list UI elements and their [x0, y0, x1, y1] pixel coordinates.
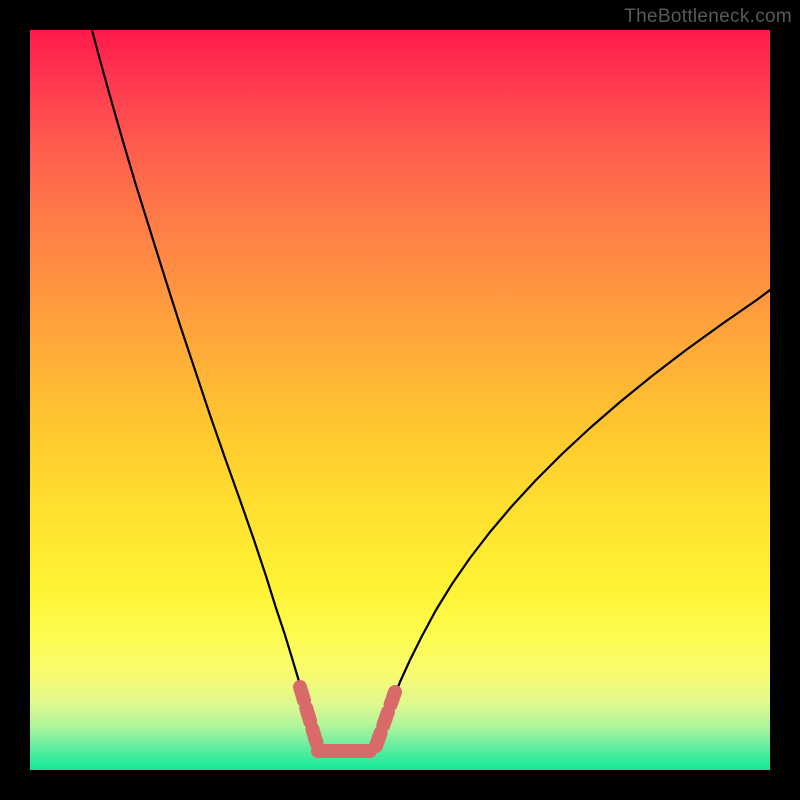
watermark-label: TheBottleneck.com	[624, 6, 792, 28]
curve-right-ascent	[380, 290, 770, 740]
transition-dash-right	[376, 692, 395, 746]
curve-left-descent	[92, 30, 315, 740]
transition-dash-left	[300, 687, 318, 748]
chart-curves-svg	[30, 30, 770, 770]
